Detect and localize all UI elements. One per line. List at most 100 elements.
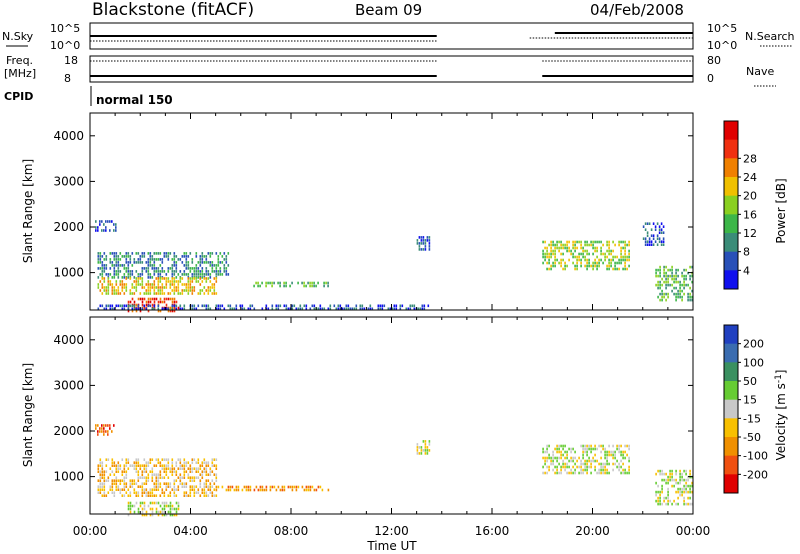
- echo-cell: [564, 246, 566, 250]
- echo-cell: [143, 501, 146, 505]
- echo-cell: [119, 283, 122, 286]
- echo-cell: [564, 462, 566, 466]
- colorbar-tick-label: 100: [743, 356, 764, 369]
- echo-cell: [99, 461, 102, 464]
- echo-cell: [197, 270, 200, 273]
- echo-cell: [103, 427, 105, 430]
- echo-cell: [103, 491, 106, 494]
- echo-cell: [191, 289, 194, 292]
- echo-cell: [105, 273, 108, 276]
- echo-cell: [111, 261, 114, 264]
- echo-cell: [562, 258, 564, 262]
- echo-cell: [626, 453, 628, 457]
- echo-cell: [628, 471, 630, 475]
- echo-cell: [197, 461, 200, 464]
- echo-cell: [584, 468, 586, 472]
- echo-cell: [566, 456, 568, 460]
- echo-cell: [548, 252, 550, 256]
- echo-cell: [199, 494, 202, 497]
- echo-cell: [287, 485, 290, 489]
- echo-cell: [125, 255, 128, 258]
- echo-cell: [155, 458, 158, 461]
- echo-cell: [667, 493, 669, 497]
- echo-cell: [159, 482, 162, 485]
- echo-cell: [606, 255, 608, 259]
- echo-cell: [189, 270, 192, 273]
- echo-cell: [195, 485, 198, 488]
- echo-cell: [193, 277, 196, 280]
- echo-cell: [135, 494, 138, 497]
- echo-cell: [624, 264, 626, 268]
- x-tick-label: 20:00: [575, 524, 610, 538]
- echo-cell: [552, 456, 554, 460]
- echo-cell: [560, 453, 562, 457]
- echo-cell: [213, 277, 216, 280]
- echo-cell: [201, 270, 204, 273]
- echo-cell: [133, 491, 136, 494]
- echo-cell: [677, 481, 679, 485]
- echo-cell: [594, 258, 596, 262]
- echo-cell: [199, 283, 202, 286]
- echo-cell: [141, 485, 144, 488]
- echo-cell: [590, 450, 592, 454]
- echo-cell: [592, 456, 594, 460]
- echo-cell: [163, 307, 166, 311]
- echo-cell: [249, 488, 252, 492]
- echo-cell: [556, 456, 558, 460]
- echo-cell: [141, 270, 144, 273]
- echo-cell: [113, 494, 116, 497]
- echo-cell: [612, 468, 614, 472]
- echo-cell: [687, 298, 689, 302]
- echo-cell: [199, 255, 202, 258]
- echo-cell: [628, 258, 630, 262]
- echo-cell: [546, 465, 548, 469]
- echo-cell: [161, 270, 164, 273]
- echo-cell: [95, 424, 97, 427]
- echo-cell: [592, 252, 594, 256]
- echo-cell: [604, 465, 606, 469]
- echo-cell: [127, 255, 130, 258]
- colorbar-tick-label: 24: [743, 171, 757, 184]
- echo-cell: [572, 471, 574, 475]
- echo-cell: [564, 468, 566, 472]
- echo-cell: [117, 264, 120, 267]
- echo-cell: [219, 307, 222, 311]
- echo-cell: [661, 277, 663, 281]
- echo-cell: [111, 220, 113, 223]
- echo-cell: [327, 284, 329, 288]
- echo-cell: [145, 270, 148, 273]
- echo-cell: [147, 479, 150, 482]
- echo-cell: [209, 286, 212, 289]
- echo-cell: [109, 252, 112, 255]
- echo-cell: [600, 468, 602, 472]
- echo-cell: [113, 461, 116, 464]
- echo-cell: [691, 484, 693, 488]
- echo-cell: [157, 458, 160, 461]
- echo-cell: [165, 504, 168, 508]
- echo-cell: [689, 484, 691, 488]
- echo-cell: [677, 295, 679, 299]
- echo-cell: [193, 286, 196, 289]
- echo-cell: [147, 473, 150, 476]
- echo-cell: [650, 240, 653, 243]
- echo-cell: [683, 499, 685, 503]
- echo-cell: [121, 264, 124, 267]
- echo-cell: [656, 222, 659, 225]
- echo-cell: [115, 223, 117, 226]
- echo-cell: [165, 255, 168, 258]
- echo-cell: [671, 484, 673, 488]
- echo-cell: [123, 255, 126, 258]
- echo-cell: [101, 488, 104, 491]
- echo-cell: [133, 261, 136, 264]
- echo-cell: [223, 307, 226, 311]
- echo-cell: [618, 267, 620, 271]
- echo-cell: [624, 249, 626, 253]
- echo-cell: [149, 292, 152, 295]
- echo-cell: [191, 476, 194, 479]
- echo-cell: [419, 307, 422, 311]
- echo-cell: [675, 280, 677, 284]
- echo-cell: [97, 286, 100, 289]
- nsearch-tick-top: 10^5: [707, 22, 737, 35]
